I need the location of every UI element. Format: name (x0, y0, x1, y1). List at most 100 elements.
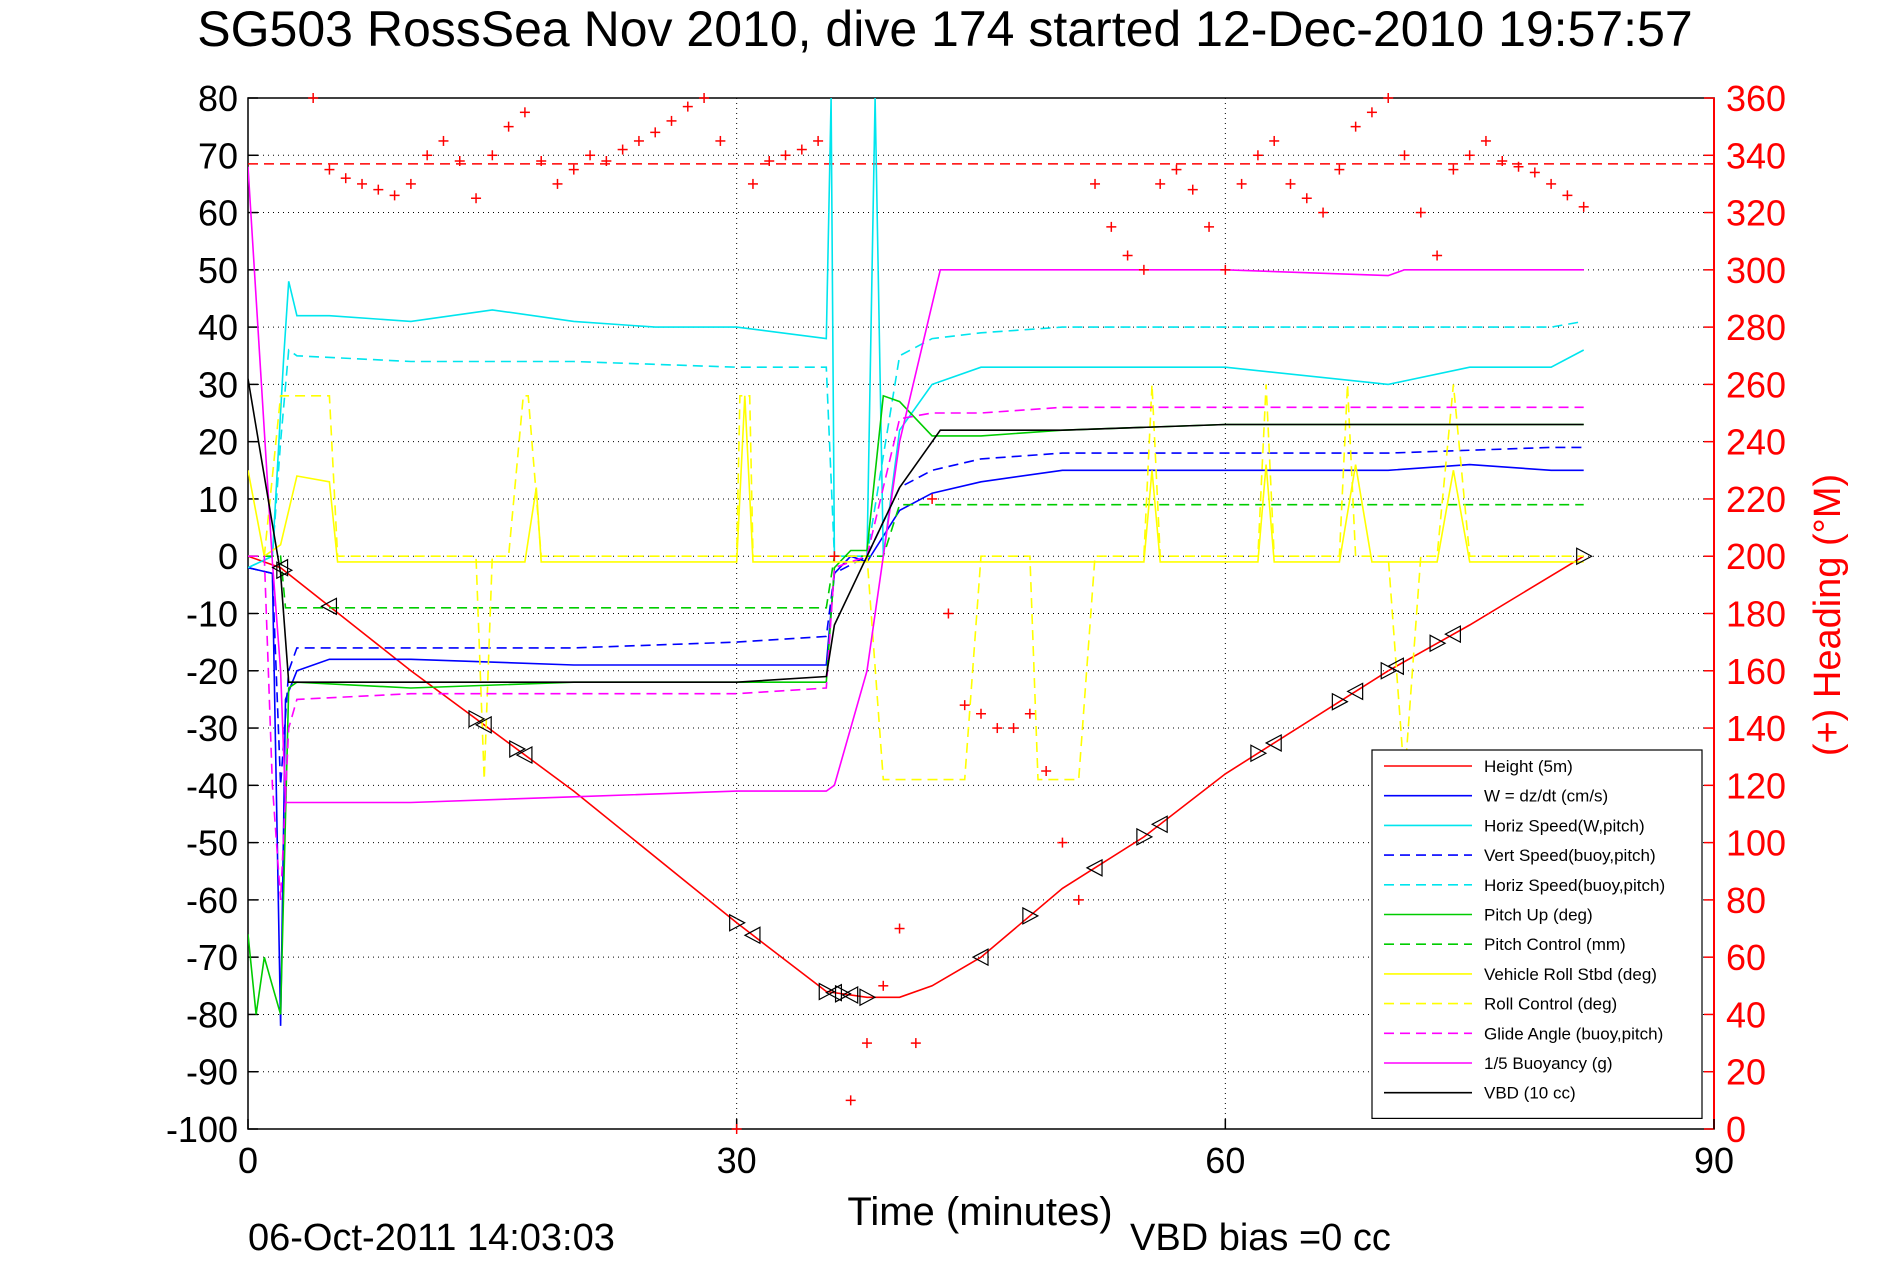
series-1-5-buoyancy-g (248, 166, 1584, 804)
heading-point (764, 156, 775, 167)
y-tick-label: -80 (186, 994, 238, 1035)
y-tick-label: -40 (186, 765, 238, 806)
right-tick-label: 100 (1726, 823, 1786, 864)
heading-point (747, 178, 758, 189)
heading-point (1252, 150, 1263, 161)
heading-point (894, 923, 905, 934)
heading-point (633, 135, 644, 146)
heading-point (324, 164, 335, 175)
heading-point (1529, 167, 1540, 178)
heading-point (992, 723, 1003, 734)
legend-label: Pitch Up (deg) (1484, 906, 1593, 925)
heading-point (1138, 264, 1149, 275)
heading-point (1024, 708, 1035, 719)
heading-point (1366, 107, 1377, 118)
heading-point (519, 107, 530, 118)
series-vbd-10-cc (248, 378, 1584, 684)
right-tick-label: 200 (1726, 536, 1786, 577)
legend-entry: Vehicle Roll Stbd (deg) (1384, 965, 1657, 984)
heading-point (715, 135, 726, 146)
triangle-marker (825, 983, 842, 1002)
legend-entry: 1/5 Buoyancy (g) (1384, 1054, 1613, 1073)
right-tick-label: 300 (1726, 250, 1786, 291)
y-tick-label: -30 (186, 708, 238, 749)
right-tick-label: 220 (1726, 479, 1786, 520)
legend-box (1371, 749, 1703, 1119)
triangle-marker (1264, 733, 1282, 752)
heading-point (1334, 164, 1345, 175)
left-axis: 80 70 60 50 40 30 20 10 0 -10 -20 -30 -40 -50 -60 -70 -8… (166, 78, 258, 1150)
triangle-marker (474, 715, 492, 734)
y-tick-label: 60 (198, 193, 238, 234)
heading-point (552, 178, 563, 189)
heading-point (1057, 837, 1068, 848)
heading-point (1090, 178, 1101, 189)
heading-point (1236, 178, 1247, 189)
heading-point (373, 184, 384, 195)
footer-vbd-bias: VBD bias =0 cc (1130, 1217, 1391, 1259)
legend-label: Horiz Speed(buoy,pitch) (1484, 876, 1665, 895)
y-tick-label: -50 (186, 823, 238, 864)
triangle-marker (859, 988, 877, 1007)
heading-point (1432, 250, 1443, 261)
heading-point (585, 150, 596, 161)
right-axis-label: (+) Heading (°M) (1807, 474, 1849, 756)
heading-point (1464, 150, 1475, 161)
series-roll-control-deg (248, 384, 1584, 781)
heading-point (666, 115, 677, 126)
triangle-marker (1022, 906, 1040, 925)
y-tick-label: -70 (186, 937, 238, 978)
legend-label: 1/5 Buoyancy (g) (1484, 1054, 1613, 1073)
triangle-marker (276, 561, 294, 580)
heading-point (617, 144, 628, 155)
right-tick-label: 320 (1726, 193, 1786, 234)
heading-point (389, 190, 400, 201)
heading-point (927, 493, 938, 504)
y-tick-label: -90 (186, 1052, 238, 1093)
triangle-marker (509, 739, 527, 758)
right-tick-label: 160 (1726, 651, 1786, 692)
heading-point (487, 150, 498, 161)
heading-point (699, 93, 710, 103)
heading-point (829, 551, 840, 562)
heading-point (650, 127, 661, 138)
right-tick-label: 60 (1726, 937, 1766, 978)
legend-label: W = dz/dt (cm/s) (1484, 787, 1608, 806)
triangle-marker (1331, 692, 1349, 711)
heading-point (1155, 178, 1166, 189)
heading-point (568, 164, 579, 175)
series-pitch-control-mm (248, 503, 1584, 609)
heading-point (1187, 184, 1198, 195)
heading-point (1480, 135, 1491, 146)
series-vehicle-roll-stbd-deg (248, 395, 1584, 563)
legend-entry: Glide Angle (buoy,pitch) (1384, 1024, 1663, 1043)
legend-entry: Pitch Control (mm) (1384, 935, 1626, 954)
heading-point (438, 135, 449, 146)
series-height-5m (248, 555, 1585, 999)
heading-point (1415, 207, 1426, 218)
right-tick-label: 120 (1726, 765, 1786, 806)
heading-point (959, 700, 970, 711)
triangle-marker (818, 982, 836, 1001)
triangle-markers (271, 547, 1593, 1007)
heading-point (813, 135, 824, 146)
legend-label: Roll Control (deg) (1484, 995, 1617, 1014)
triangle-marker (515, 745, 533, 764)
heading-point (976, 708, 986, 719)
heading-point (1122, 250, 1133, 261)
right-tick-label: 240 (1726, 422, 1786, 463)
heading-point (1497, 156, 1508, 167)
heading-point (1220, 264, 1231, 275)
right-tick-label: 20 (1726, 1052, 1766, 1093)
legend-label: VBD (10 cc) (1484, 1084, 1576, 1103)
heading-point (357, 178, 368, 189)
heading-point (1383, 93, 1394, 103)
heading-point (845, 1095, 856, 1106)
triangle-marker (1576, 547, 1593, 566)
x-axis-label: Time (minutes) (847, 1190, 1112, 1234)
y-tick-label: -10 (186, 594, 238, 635)
heading-point (1008, 723, 1019, 734)
triangle-marker (468, 709, 486, 728)
right-axis: 3603403203002802602402202001801601401201… (1704, 78, 1786, 1150)
heading-point (405, 178, 416, 189)
